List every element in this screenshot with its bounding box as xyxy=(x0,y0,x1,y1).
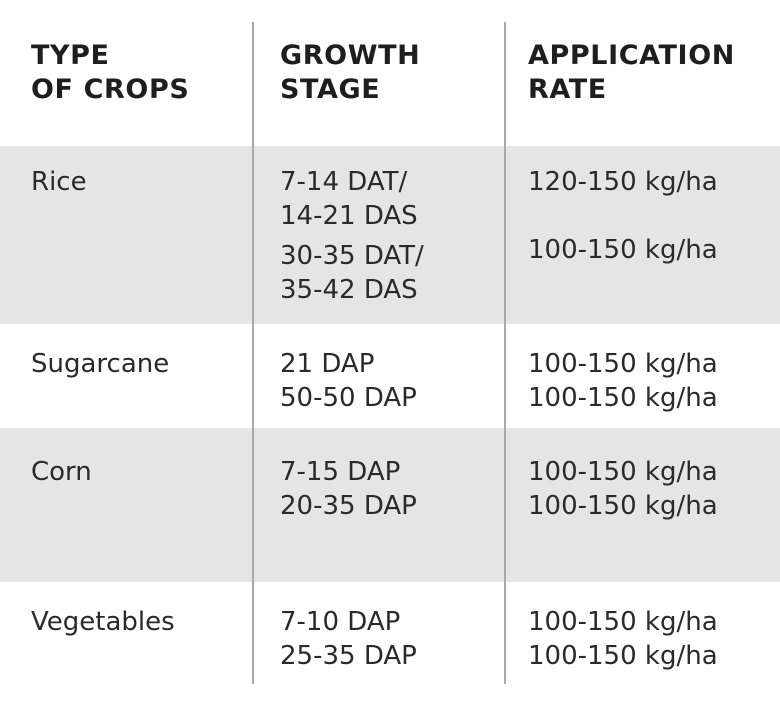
table-row-corn-crop: Corn xyxy=(31,457,92,487)
row-band-corn xyxy=(0,428,780,582)
table-row-vegetables-stage: 7-10 DAP 25-35 DAP xyxy=(280,607,417,671)
table-row-rice-rate: 100-150 kg/ha xyxy=(528,235,718,265)
table-row-corn-stage: 7-15 DAP 20-35 DAP xyxy=(280,457,417,521)
table-row-vegetables-rate: 100-150 kg/ha 100-150 kg/ha xyxy=(528,607,718,671)
table-row-rice-crop: Rice xyxy=(31,167,87,197)
header-application-rate: APPLICATION RATE xyxy=(528,40,735,105)
table-row-sugarcane-crop: Sugarcane xyxy=(31,349,170,379)
table-row-rice-stage: 30-35 DAT/ 35-42 DAS xyxy=(280,241,424,305)
table-row-vegetables-crop: Vegetables xyxy=(31,607,175,637)
column-divider xyxy=(252,22,254,684)
table-row-sugarcane-stage: 21 DAP 50-50 DAP xyxy=(280,349,417,413)
column-divider xyxy=(504,22,506,684)
table-row-rice-stage: 7-14 DAT/ 14-21 DAS xyxy=(280,167,418,231)
header-growth-stage: GROWTH STAGE xyxy=(280,40,421,105)
header-type-of-crops: TYPE OF CROPS xyxy=(31,40,190,105)
row-band-rice xyxy=(0,146,780,324)
table-row-rice-rate: 120-150 kg/ha xyxy=(528,167,718,197)
table-row-sugarcane-rate: 100-150 kg/ha 100-150 kg/ha xyxy=(528,349,718,413)
table-row-corn-rate: 100-150 kg/ha 100-150 kg/ha xyxy=(528,457,718,521)
